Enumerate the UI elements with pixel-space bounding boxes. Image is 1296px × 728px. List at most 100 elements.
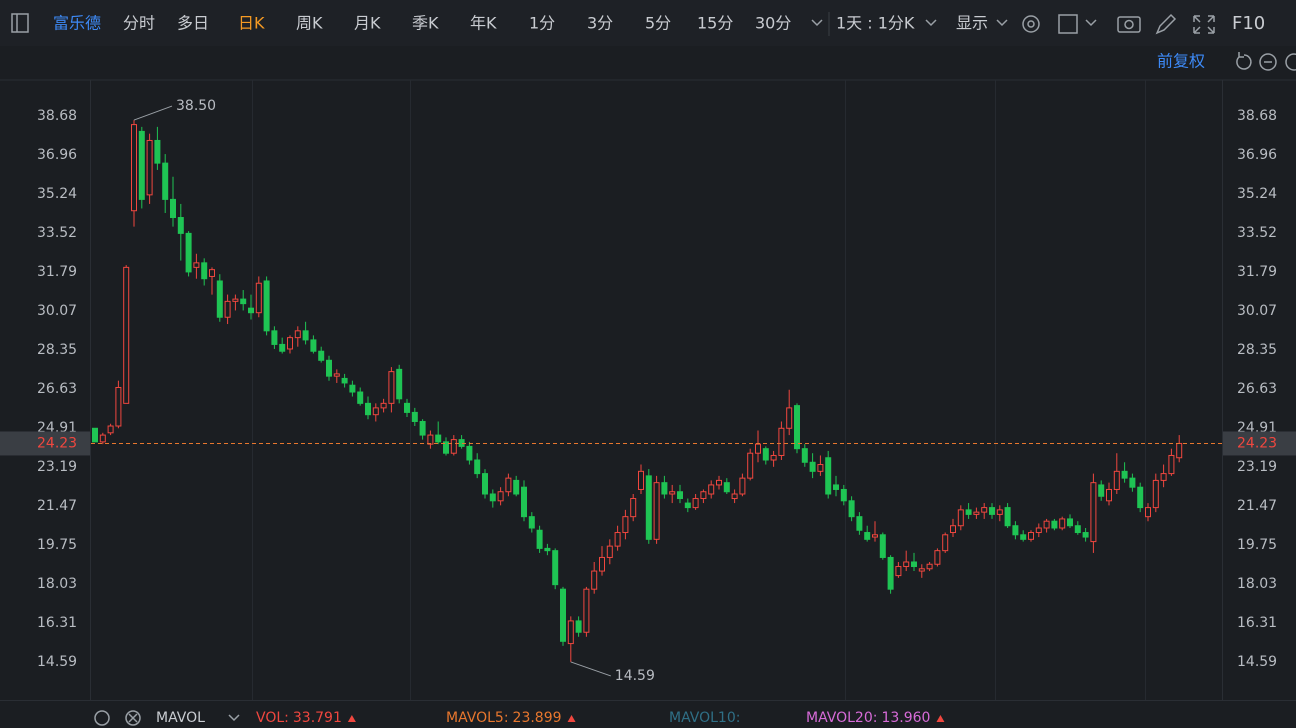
period-tab[interactable]: 分时 <box>123 14 155 33</box>
candle-body <box>255 282 262 314</box>
candle-body <box>692 498 699 509</box>
candle-body <box>606 545 613 558</box>
y-tick-label: 23.19 <box>37 459 77 475</box>
camera-icon[interactable] <box>1117 16 1141 33</box>
candle-body <box>450 439 457 454</box>
candle-body <box>879 534 886 558</box>
y2-tick-label: 28.35 <box>1237 342 1277 358</box>
candle-body <box>216 280 223 318</box>
candle-body <box>645 475 652 540</box>
candle-body <box>224 300 231 318</box>
period-tab[interactable]: 1分 <box>529 14 555 33</box>
y2-tick-label: 26.63 <box>1237 381 1277 397</box>
settings-icon[interactable] <box>1022 15 1040 33</box>
candle-body <box>965 509 972 515</box>
candle-body <box>92 427 98 443</box>
candle-body <box>567 620 574 645</box>
layout-chevron <box>1085 19 1097 27</box>
low-pointer <box>570 661 611 677</box>
period-tab[interactable]: 年K <box>470 14 497 33</box>
candle-body <box>177 217 184 234</box>
layout-icon[interactable] <box>1058 14 1078 34</box>
period-tab[interactable]: 多日 <box>177 14 209 33</box>
candle-body <box>1145 507 1151 518</box>
period-tab[interactable]: 季K <box>412 14 439 33</box>
candle-body <box>419 420 426 436</box>
candle-body <box>840 488 847 502</box>
candle-body <box>934 550 941 565</box>
candle-body <box>622 516 629 534</box>
interval-menu[interactable] <box>925 19 937 27</box>
candle-body <box>614 532 621 547</box>
candle-body <box>154 139 161 164</box>
y2-tick-label: 30.07 <box>1237 303 1277 319</box>
candle-body <box>903 561 910 568</box>
candle-body <box>895 566 902 577</box>
y2-tick-label: 21.47 <box>1237 498 1277 514</box>
candle-body <box>505 477 512 493</box>
candle-body <box>770 454 777 461</box>
indicator-name[interactable]: MAVOL <box>156 710 205 726</box>
candle-body <box>989 507 995 515</box>
candle-body <box>427 434 434 445</box>
candle-body <box>630 498 637 518</box>
candle-body <box>918 568 925 572</box>
candle-body <box>872 534 878 538</box>
period-tab[interactable]: 3分 <box>587 14 613 33</box>
candle-body <box>747 452 754 479</box>
interval[interactable]: 1天 : 1分K <box>836 14 915 33</box>
candle-body <box>310 339 317 352</box>
candle-body <box>552 550 559 586</box>
more-periods[interactable] <box>811 19 823 27</box>
period-tab[interactable]: 15分 <box>697 14 733 33</box>
camera-lens <box>1124 19 1134 30</box>
zoom-out-icon[interactable] <box>1259 53 1277 71</box>
y2-tick-label: 14.59 <box>1237 654 1277 670</box>
display-menu[interactable]: 显示 <box>956 14 988 33</box>
candle-body <box>669 491 676 495</box>
period-tab[interactable]: 30分 <box>755 14 791 33</box>
indicator-close[interactable] <box>125 710 141 726</box>
indicator-label: MAVOL10: <box>669 710 740 726</box>
indicator-menu[interactable] <box>228 714 240 722</box>
period-tab[interactable]: 月K <box>354 14 381 33</box>
candle-body <box>349 384 356 393</box>
y-tick-label: 28.35 <box>37 342 77 358</box>
candle-body <box>973 511 980 515</box>
zoom-in-icon[interactable] <box>1285 53 1296 71</box>
candle-body <box>1012 525 1019 536</box>
y2-tick-label: 38.68 <box>1237 108 1277 124</box>
candle-body <box>302 330 309 341</box>
candle-body <box>1137 486 1144 509</box>
candle-body <box>809 461 816 472</box>
candle-body <box>653 482 660 540</box>
draw-icon[interactable] <box>1155 13 1177 35</box>
fullscreen-icon[interactable] <box>1193 15 1215 34</box>
candle-body <box>731 493 738 500</box>
candle-body <box>240 298 247 305</box>
f10-button[interactable]: F10 <box>1232 13 1265 34</box>
candle-body <box>677 491 683 500</box>
candle-body <box>700 491 707 500</box>
candle-body <box>107 425 114 434</box>
stock-name[interactable]: 富乐德 <box>53 14 101 33</box>
candle-body <box>1106 488 1112 502</box>
indicator-settings[interactable] <box>94 710 110 726</box>
undo-icon[interactable] <box>1236 52 1252 70</box>
y-tick-label: 19.75 <box>37 537 77 553</box>
period-tab[interactable]: 日K <box>238 14 265 33</box>
candle-body <box>786 407 793 429</box>
period-tab[interactable]: 周K <box>296 14 323 33</box>
y2-tick-label: 36.96 <box>1237 147 1277 163</box>
candle-body <box>513 479 520 495</box>
candle-body <box>1028 532 1034 540</box>
period-tab[interactable]: 5分 <box>645 14 671 33</box>
candle-body <box>755 443 761 454</box>
candle-body <box>708 484 715 495</box>
candle-body <box>380 402 387 409</box>
candle-body <box>271 330 278 345</box>
sidebar-toggle[interactable] <box>11 13 29 33</box>
indicator-value: 23.899 <box>513 710 562 726</box>
adjust-mode[interactable]: 前复权 <box>1157 52 1205 71</box>
